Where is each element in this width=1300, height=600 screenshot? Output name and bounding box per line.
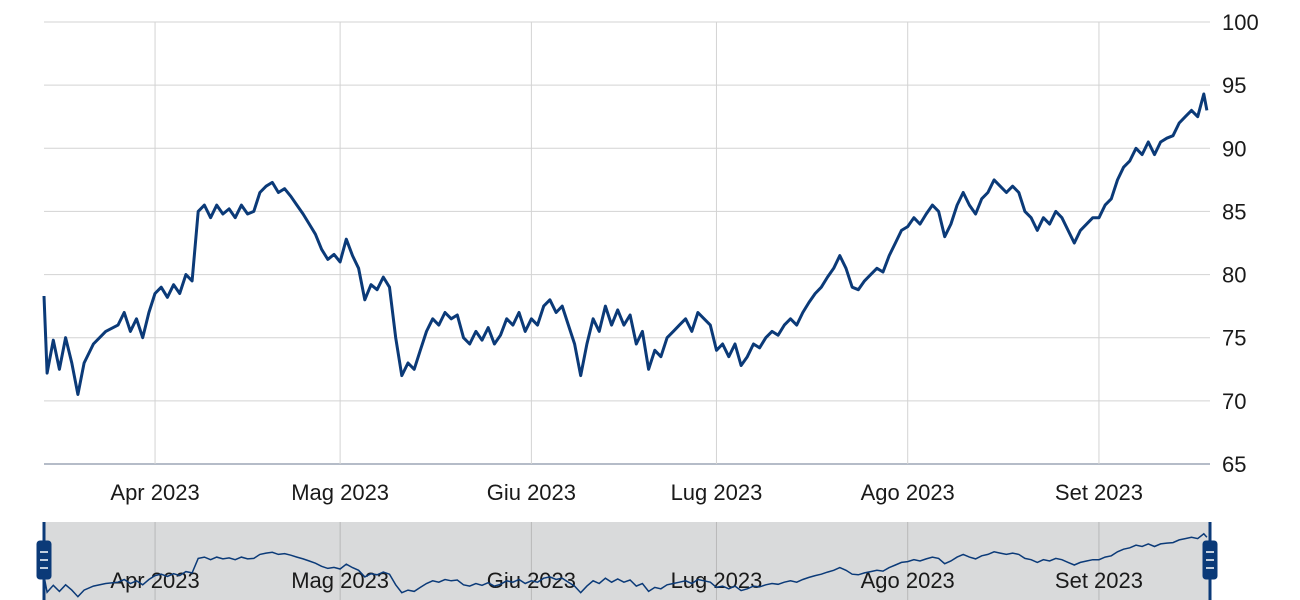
grid: [44, 21, 1210, 465]
navigator-tick-label: Set 2023: [1055, 568, 1143, 593]
navigator[interactable]: Apr 2023 Mag 2023 Giu 2023 Lug 2023 Ago 2023…: [36, 522, 1218, 600]
series-layer: [42, 92, 1209, 396]
x-tick-label: Lug 2023: [671, 480, 763, 505]
y-tick-label: 85: [1222, 199, 1246, 224]
y-tick-label: 95: [1222, 73, 1246, 98]
y-tick-label: 75: [1222, 326, 1246, 351]
y-axis: 65 70 75 80 85 90 95 100: [1222, 10, 1259, 477]
navigator-tick-label: Mag 2023: [291, 568, 389, 593]
y-tick-label: 90: [1222, 136, 1246, 161]
price-series-line: [42, 92, 1209, 396]
y-tick-label: 80: [1222, 263, 1246, 288]
x-tick-label: Mag 2023: [291, 480, 389, 505]
x-axis: Apr 2023 Mag 2023 Giu 2023 Lug 2023 Ago 2023…: [110, 480, 1143, 505]
x-tick-label: Ago 2023: [861, 480, 955, 505]
navigator-series-line: [43, 532, 1208, 598]
navigator-tick-label: Ago 2023: [861, 568, 955, 593]
navigator-background[interactable]: [44, 522, 1210, 600]
x-tick-label: Apr 2023: [110, 480, 199, 505]
y-tick-label: 70: [1222, 389, 1246, 414]
navigator-left-handle[interactable]: [36, 522, 52, 600]
x-tick-label: Set 2023: [1055, 480, 1143, 505]
y-tick-label: 100: [1222, 10, 1259, 35]
y-tick-label: 65: [1222, 452, 1246, 477]
x-tick-label: Giu 2023: [487, 480, 576, 505]
navigator-right-handle[interactable]: [1202, 522, 1218, 600]
